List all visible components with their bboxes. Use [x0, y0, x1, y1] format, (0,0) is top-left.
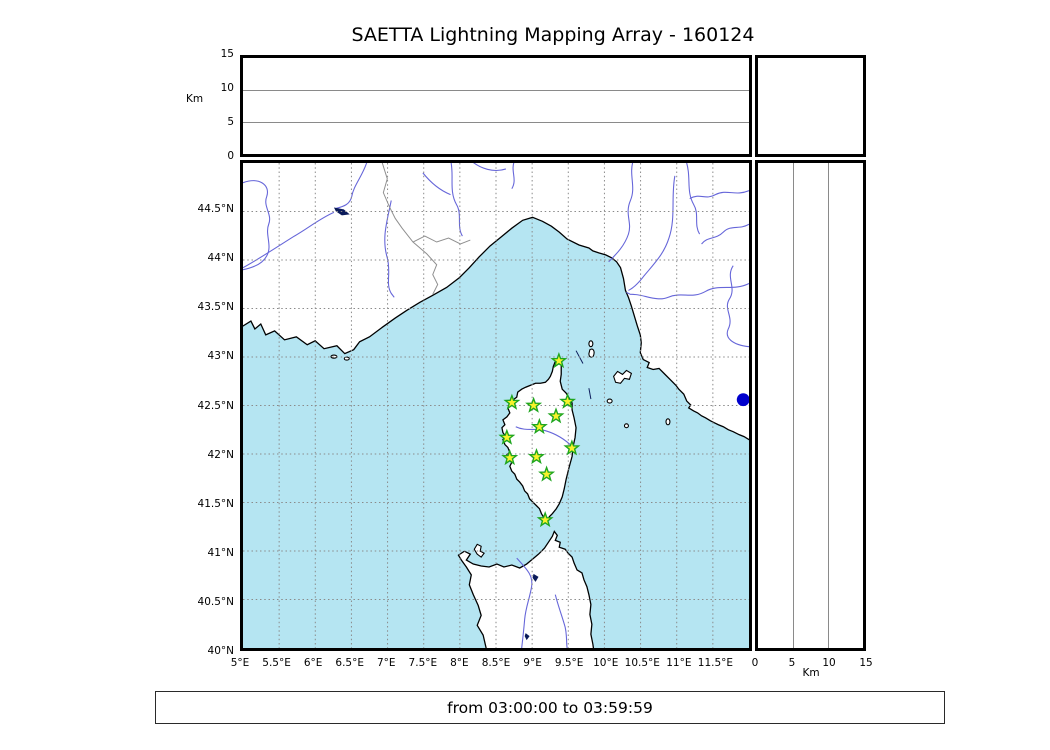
coastline-sardinia	[457, 530, 595, 648]
lma-station-stars	[498, 351, 581, 528]
lon-tick-label: 8.5°E	[481, 657, 511, 669]
country-borders	[381, 163, 471, 295]
island-capraia	[588, 348, 595, 358]
altitude-tick-label: 15	[859, 657, 873, 669]
altitude-tick-label: 15	[220, 48, 234, 60]
altitude-tick-label: 5	[788, 657, 796, 669]
islet-hyeres-1	[330, 354, 338, 359]
lma-station-star	[527, 447, 545, 465]
lat-tick-label: 41.5°N	[197, 497, 234, 510]
altitude-tick-label: 0	[751, 657, 759, 669]
chart-title: SAETTA Lightning Mapping Array - 160124	[351, 24, 755, 46]
lat-tick-label: 42°N	[207, 448, 234, 461]
altitude-gridline	[243, 90, 749, 91]
lma-station-star	[530, 417, 548, 435]
altitude-tick-label: 5	[227, 116, 234, 128]
lon-tick-label: 11°E	[666, 657, 692, 669]
lon-tick-label: 11.5°E	[697, 657, 734, 669]
corner-panel	[755, 55, 866, 157]
islet-hyeres-2	[343, 356, 350, 361]
lon-tick-label: 9°E	[523, 657, 542, 669]
altitude-tick-label: 10	[822, 657, 836, 669]
lma-station-star	[498, 428, 516, 445]
lma-station-star	[559, 392, 577, 409]
lat-tick-label: 43.5°N	[197, 301, 234, 314]
lma-station-star	[563, 439, 581, 456]
time-range-text: from 03:00:00 to 03:59:59	[447, 698, 653, 717]
altitude-longitude-panel	[240, 55, 752, 157]
altitude-gridline	[828, 163, 829, 648]
lon-tick-label: 6.5°E	[335, 657, 364, 669]
lma-station-star	[538, 465, 556, 482]
lightning-point-marker	[736, 393, 749, 407]
altitude-gridline	[243, 122, 749, 123]
lon-tick-label: 7.5°E	[408, 657, 438, 669]
lat-tick-label: 43°N	[207, 350, 234, 363]
lon-tick-label: 10°E	[593, 657, 619, 669]
island-pianosa	[606, 398, 613, 404]
island-elba	[612, 369, 633, 384]
time-range-box: from 03:00:00 to 03:59:59	[155, 691, 945, 724]
lat-tick-label: 44°N	[207, 252, 234, 265]
coastline-corsica	[501, 356, 577, 522]
island-giraglia	[588, 340, 594, 348]
lon-tick-label: 8°E	[450, 657, 469, 669]
map-panel	[240, 160, 752, 651]
lat-tick-label: 41°N	[207, 546, 234, 559]
altitude-axis-label-bottom: Km	[802, 667, 820, 679]
coastline-mainland	[243, 163, 749, 441]
lon-tick-label: 6°E	[303, 657, 323, 669]
lightning-points	[736, 393, 749, 407]
lma-station-star	[525, 396, 543, 413]
lma-station-star	[536, 511, 554, 528]
altitude-axis-label-left: Km	[186, 93, 204, 105]
lma-station-star	[503, 393, 521, 410]
island-giglio	[665, 418, 671, 426]
lma-station-star	[547, 407, 565, 424]
island-montecristo	[623, 423, 629, 429]
lma-station-star	[550, 351, 568, 369]
map-canvas	[243, 163, 749, 648]
lma-station-star	[501, 448, 519, 466]
altitude-gridline	[793, 163, 794, 648]
altitude-latitude-panel	[755, 160, 866, 651]
lat-tick-label: 40.5°N	[197, 595, 234, 608]
lon-tick-label: 5.5°E	[262, 657, 291, 669]
lon-tick-label: 9.5°E	[554, 657, 584, 669]
lon-tick-label: 7°E	[376, 657, 396, 669]
lat-tick-label: 42.5°N	[197, 399, 234, 412]
lon-tick-label: 10.5°E	[624, 657, 660, 669]
lat-tick-label: 40°N	[207, 645, 234, 657]
lat-tick-label: 44.5°N	[197, 203, 234, 216]
island-asinara	[473, 543, 485, 558]
lon-tick-label: 5°E	[230, 657, 250, 669]
altitude-tick-label: 10	[220, 82, 234, 94]
altitude-tick-label: 0	[227, 150, 234, 162]
